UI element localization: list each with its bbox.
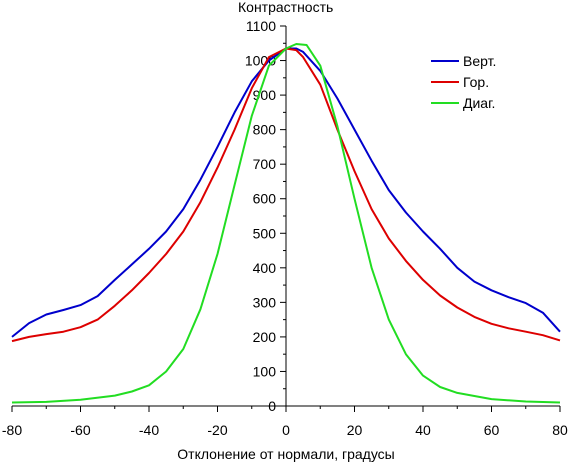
y-tick-label: 0 (268, 398, 276, 414)
x-tick-label: 20 (347, 422, 363, 438)
legend-label: Диаг. (463, 95, 495, 111)
x-tick-label: -60 (70, 422, 90, 438)
y-tick-label: 500 (253, 225, 277, 241)
x-tick-label: 40 (415, 422, 431, 438)
y-tick-label: 100 (253, 363, 277, 379)
y-tick-label: 200 (253, 329, 277, 345)
y-tick-label: 300 (253, 294, 277, 310)
axis-ticks (11, 25, 561, 412)
y-tick-label: 700 (253, 156, 277, 172)
x-tick-label: 0 (282, 422, 290, 438)
x-tick-label: -80 (2, 422, 22, 438)
y-tick-label: 1100 (246, 18, 276, 34)
x-tick-label: -20 (207, 422, 227, 438)
series-line-2 (11, 47, 561, 343)
series-layer (11, 43, 561, 404)
legend: Верт. Гор. Диаг. (431, 53, 496, 111)
y-axis-label: Контрастность (238, 0, 333, 15)
y-tick-label: 600 (253, 191, 277, 207)
series-line-3 (11, 43, 561, 404)
x-tick-label: 80 (552, 422, 568, 438)
x-tick-label: -40 (139, 422, 159, 438)
y-tick-label: 800 (253, 122, 277, 138)
legend-label: Верт. (463, 53, 496, 69)
x-tick-label: 60 (484, 422, 500, 438)
x-axis-label: Отклонение от нормали, градусы (177, 446, 394, 462)
tick-labels: -80 -60 -40 -20 0 20 40 60 800100200300400500600… (2, 18, 568, 438)
legend-label: Гор. (463, 74, 489, 90)
y-tick-label: 400 (253, 260, 277, 276)
